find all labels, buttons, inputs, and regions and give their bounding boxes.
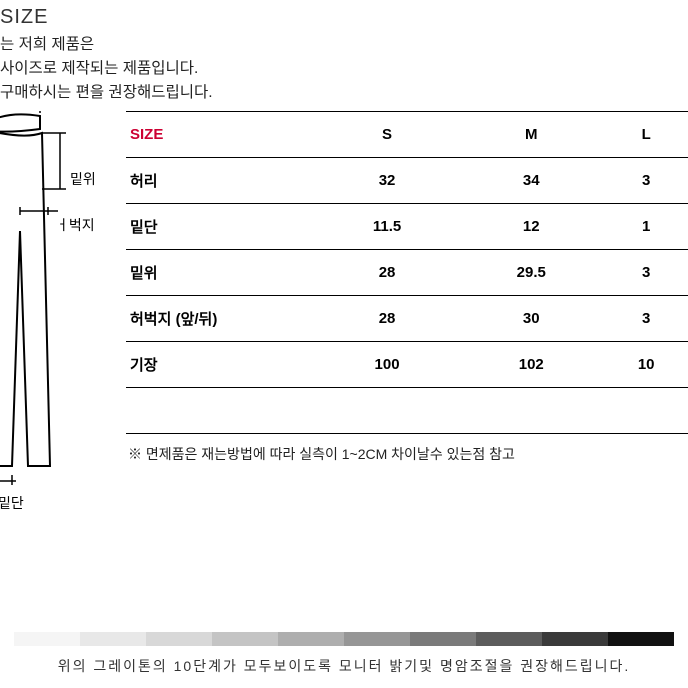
grayscale-bar: [14, 632, 674, 646]
gray-step: [14, 632, 80, 646]
diagram-label-hem: 밑단: [0, 493, 24, 513]
pants-diagram: 밑위 ㅓ벅지 밑단: [0, 111, 118, 511]
description: 는 저희 제품은 사이즈로 제작되는 제품입니다. 구매하시는 편을 권장해드립…: [0, 33, 688, 105]
table-header-label: SIZE: [126, 112, 316, 158]
header-block: SIZE 는 저희 제품은 사이즈로 제작되는 제품입니다. 구매하시는 편을 …: [0, 0, 688, 105]
gray-step: [542, 632, 608, 646]
table-row: 기장 100 102 10: [126, 342, 688, 388]
cell: 12: [458, 204, 604, 250]
cell: [316, 388, 458, 434]
gray-step: [146, 632, 212, 646]
row-label: 허벅지 (앞/뒤): [126, 296, 316, 342]
cell: 29.5: [458, 250, 604, 296]
cell: 100: [316, 342, 458, 388]
cell: 30: [458, 296, 604, 342]
cell: 32: [316, 158, 458, 204]
row-label: [126, 388, 316, 434]
cell: [458, 388, 604, 434]
diagram-label-thigh: ㅓ벅지: [56, 215, 95, 235]
table-note: ※ 면제품은 재는방법에 따라 실측이 1~2CM 차이날수 있는점 참고: [126, 444, 688, 464]
table-body: 허리 32 34 3 밑단 11.5 12 1 밑위 28 29.5 3: [126, 158, 688, 434]
cell: 102: [458, 342, 604, 388]
cell: 3: [604, 250, 688, 296]
cell: [604, 388, 688, 434]
row-label: 밑단: [126, 204, 316, 250]
table-row: 허벅지 (앞/뒤) 28 30 3: [126, 296, 688, 342]
gray-step: [278, 632, 344, 646]
size-table: SIZE S M L 허리 32 34 3 밑단 11.5 12 1: [126, 111, 688, 434]
col-header: M: [458, 112, 604, 158]
gray-step: [410, 632, 476, 646]
footer: 위의 그레이톤의 10단계가 모두보이도록 모니터 밝기및 명암조절을 권장해드…: [0, 632, 688, 676]
cell: 28: [316, 296, 458, 342]
gray-step: [608, 632, 674, 646]
desc-line: 사이즈로 제작되는 제품입니다.: [0, 57, 688, 81]
table-row: [126, 388, 688, 434]
table-row: 밑위 28 29.5 3: [126, 250, 688, 296]
size-title: SIZE: [0, 6, 688, 29]
table-header-row: SIZE S M L: [126, 112, 688, 158]
diagram-label-rise: 밑위: [70, 169, 96, 189]
col-header: S: [316, 112, 458, 158]
content-row: 밑위 ㅓ벅지 밑단 SIZE S M L 허리 32 34 3: [0, 111, 688, 511]
footer-text: 위의 그레이톤의 10단계가 모두보이도록 모니터 밝기및 명암조절을 권장해드…: [0, 656, 688, 676]
size-table-wrap: SIZE S M L 허리 32 34 3 밑단 11.5 12 1: [126, 111, 688, 511]
table-row: 밑단 11.5 12 1: [126, 204, 688, 250]
cell: 3: [604, 296, 688, 342]
row-label: 허리: [126, 158, 316, 204]
cell: 28: [316, 250, 458, 296]
col-header: L: [604, 112, 688, 158]
row-label: 밑위: [126, 250, 316, 296]
gray-step: [212, 632, 278, 646]
table-row: 허리 32 34 3: [126, 158, 688, 204]
cell: 10: [604, 342, 688, 388]
gray-step: [476, 632, 542, 646]
cell: 3: [604, 158, 688, 204]
cell: 34: [458, 158, 604, 204]
desc-line: 는 저희 제품은: [0, 33, 688, 57]
pants-svg: [0, 111, 118, 511]
row-label: 기장: [126, 342, 316, 388]
gray-step: [344, 632, 410, 646]
cell: 11.5: [316, 204, 458, 250]
gray-step: [80, 632, 146, 646]
desc-line: 구매하시는 편을 권장해드립니다.: [0, 81, 688, 105]
cell: 1: [604, 204, 688, 250]
